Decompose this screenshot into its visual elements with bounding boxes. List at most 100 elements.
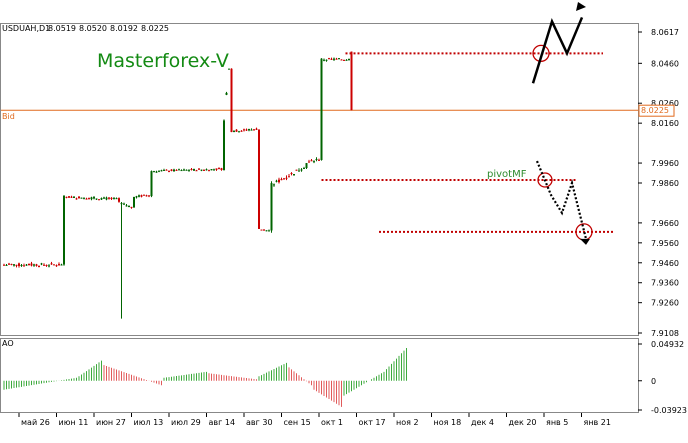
ao-tick-label: -0.03923 — [651, 406, 687, 415]
candle-body — [13, 264, 15, 266]
candle-body — [25, 264, 28, 266]
candle-body — [253, 129, 255, 131]
open-value: 8.0519 — [48, 24, 76, 33]
bid-price-box — [638, 104, 675, 117]
candle-body — [323, 59, 325, 61]
candle-body — [165, 169, 168, 171]
candle-body — [295, 169, 298, 171]
candle-body — [325, 59, 328, 61]
candle-body — [183, 169, 185, 171]
candle-body — [110, 197, 113, 199]
candle-body — [198, 168, 200, 170]
candle-body — [205, 169, 208, 171]
price-axis: 8.0617 8.0460 8.0260 8.0160 7.9960 7.9860 7.96… — [638, 28, 679, 338]
candles — [3, 51, 353, 319]
candle-body — [175, 169, 178, 171]
time-tick-label: янв 5 — [546, 418, 568, 427]
close-value: 8.0225 — [141, 24, 169, 33]
time-tick-label: ноя 18 — [434, 418, 462, 427]
candle-body — [33, 264, 35, 266]
candle-body — [283, 178, 285, 180]
price-panel — [0, 23, 639, 336]
candle-body — [200, 169, 203, 171]
price-tick-label: 7.9260 — [651, 299, 679, 308]
candle-body — [48, 265, 50, 267]
candle-body — [308, 161, 310, 163]
bid-price-value: 8.0225 — [641, 106, 669, 115]
candle-body — [108, 197, 110, 199]
candle-body — [118, 198, 120, 202]
candle-body — [163, 169, 165, 171]
candle-body — [60, 264, 63, 266]
candle-body — [50, 263, 53, 265]
candle-body — [203, 169, 205, 171]
candle-body — [310, 160, 313, 162]
price-tick-label: 7.9360 — [651, 279, 679, 288]
candle-body — [90, 197, 93, 200]
candle-body — [68, 196, 70, 198]
candle-body — [333, 58, 335, 60]
time-tick-label: дек 20 — [509, 418, 537, 427]
candle-body — [208, 170, 210, 172]
time-tick-label: авг 30 — [246, 418, 273, 427]
time-tick-label: окт 1 — [321, 418, 343, 427]
candle-body — [128, 205, 130, 207]
candle-body — [215, 168, 218, 170]
candle-body — [38, 266, 40, 268]
candle-body — [280, 179, 283, 181]
candle-body — [78, 196, 80, 199]
candle-body — [225, 92, 228, 95]
candle-body — [248, 129, 250, 131]
candle-body — [20, 265, 23, 267]
pivot-label: pivotMF — [487, 169, 527, 180]
candle-body — [300, 169, 303, 171]
candle-body — [270, 183, 273, 231]
candle-body — [10, 263, 13, 265]
candle-body — [3, 264, 5, 266]
candle-body — [8, 263, 10, 265]
high-value: 8.0520 — [79, 24, 107, 33]
ao-tick-label: 0 — [651, 377, 656, 386]
candle-body — [120, 203, 123, 205]
candle-body — [343, 59, 345, 61]
candle-body — [80, 197, 83, 199]
candle-body — [235, 129, 238, 132]
candle-body — [45, 264, 48, 266]
candle-body — [313, 161, 315, 163]
candle-body — [95, 198, 98, 200]
candle-body — [305, 163, 308, 169]
candle-body — [178, 169, 180, 171]
candle-body — [115, 198, 118, 200]
candle-body — [228, 68, 230, 70]
candle-body — [138, 195, 140, 197]
arrow-head — [580, 238, 590, 245]
candle-body — [15, 264, 18, 266]
candle-body — [30, 263, 33, 266]
candle-body — [125, 205, 128, 207]
candle-body — [255, 128, 258, 130]
candle-body — [328, 58, 330, 60]
candle-body — [140, 195, 143, 197]
candle-body — [93, 197, 95, 199]
time-tick-label: дек 4 — [471, 418, 494, 427]
candle-body — [240, 130, 243, 132]
annotations — [531, 2, 593, 245]
price-tick-label: 8.0617 — [651, 28, 679, 37]
candle-body — [58, 264, 60, 266]
candle-body — [43, 264, 45, 266]
candle-body — [298, 170, 300, 172]
time-tick-label: июн 11 — [59, 418, 89, 427]
price-tick-label: 7.9660 — [651, 219, 679, 228]
candle-body — [168, 171, 170, 173]
price-tick-label: 7.9560 — [651, 239, 679, 248]
candle-body — [220, 168, 223, 170]
candle-body — [340, 59, 343, 61]
candle-body — [135, 196, 138, 198]
candle-body — [158, 170, 160, 172]
candle-body — [190, 169, 193, 171]
candle-body — [18, 263, 20, 266]
candle-body — [338, 58, 340, 60]
ao-label: AO — [2, 339, 14, 348]
time-tick-label: ноя 2 — [396, 418, 419, 427]
